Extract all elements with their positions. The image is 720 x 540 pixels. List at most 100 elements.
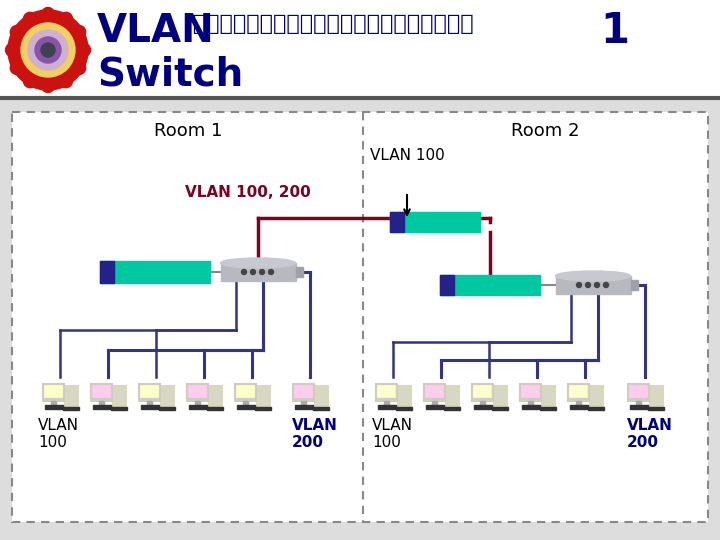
- Text: VLAN
100: VLAN 100: [38, 418, 79, 450]
- Bar: [630, 405, 648, 409]
- Bar: [471, 383, 493, 401]
- Bar: [649, 385, 663, 409]
- Bar: [588, 407, 604, 410]
- Bar: [636, 401, 641, 405]
- Bar: [576, 401, 581, 405]
- Bar: [432, 401, 437, 405]
- Bar: [93, 405, 111, 409]
- Bar: [589, 385, 603, 409]
- Ellipse shape: [220, 258, 295, 268]
- Bar: [195, 401, 200, 405]
- Bar: [295, 267, 302, 277]
- Text: VLAN
200: VLAN 200: [292, 418, 338, 450]
- Text: 1: 1: [600, 10, 629, 52]
- Bar: [425, 385, 443, 397]
- Bar: [397, 385, 411, 409]
- Bar: [541, 385, 555, 409]
- Bar: [256, 385, 270, 409]
- Bar: [0, 100, 720, 540]
- Bar: [521, 385, 539, 397]
- Text: Switch: Switch: [97, 55, 243, 93]
- Bar: [444, 407, 460, 410]
- Circle shape: [60, 75, 73, 87]
- Bar: [556, 276, 631, 294]
- Bar: [159, 407, 175, 410]
- Bar: [220, 263, 295, 281]
- Circle shape: [603, 282, 608, 287]
- Text: VLAN 100: VLAN 100: [369, 148, 444, 163]
- Circle shape: [241, 269, 246, 274]
- Circle shape: [73, 62, 86, 75]
- Text: VLAN
100: VLAN 100: [372, 418, 413, 450]
- Bar: [528, 401, 533, 405]
- Circle shape: [41, 43, 55, 57]
- Circle shape: [78, 44, 91, 57]
- Bar: [384, 401, 389, 405]
- Bar: [440, 275, 454, 295]
- Bar: [51, 401, 56, 405]
- Ellipse shape: [556, 271, 631, 281]
- Circle shape: [28, 30, 68, 70]
- Bar: [426, 405, 444, 409]
- Bar: [255, 407, 271, 410]
- Bar: [627, 383, 649, 401]
- Bar: [474, 405, 492, 409]
- Bar: [147, 401, 152, 405]
- Bar: [313, 407, 329, 410]
- Bar: [42, 383, 64, 401]
- FancyBboxPatch shape: [12, 112, 708, 522]
- Bar: [440, 275, 540, 295]
- Circle shape: [595, 282, 600, 287]
- Bar: [567, 383, 589, 401]
- Bar: [631, 280, 637, 290]
- Bar: [378, 405, 396, 409]
- Bar: [100, 261, 114, 283]
- Bar: [112, 385, 126, 409]
- Bar: [160, 385, 174, 409]
- Circle shape: [21, 23, 75, 77]
- Bar: [377, 385, 395, 397]
- Bar: [473, 385, 491, 397]
- Circle shape: [42, 79, 55, 92]
- Bar: [44, 385, 62, 397]
- Bar: [629, 385, 647, 397]
- Bar: [0, 0, 720, 100]
- Circle shape: [24, 75, 37, 87]
- Bar: [138, 383, 160, 401]
- Bar: [45, 405, 63, 409]
- Bar: [140, 385, 158, 397]
- Text: Room 1: Room 1: [154, 122, 222, 140]
- Bar: [314, 385, 328, 409]
- Circle shape: [8, 10, 88, 90]
- Bar: [480, 401, 485, 405]
- Circle shape: [269, 269, 274, 274]
- Bar: [648, 407, 664, 410]
- Bar: [207, 407, 223, 410]
- Bar: [64, 385, 78, 409]
- Bar: [375, 383, 397, 401]
- Bar: [569, 385, 587, 397]
- Bar: [445, 385, 459, 409]
- Bar: [540, 407, 556, 410]
- Bar: [301, 401, 306, 405]
- Bar: [292, 383, 314, 401]
- Circle shape: [73, 25, 86, 38]
- Bar: [99, 401, 104, 405]
- Text: VLAN: VLAN: [97, 12, 215, 50]
- Circle shape: [10, 62, 23, 75]
- Bar: [188, 385, 206, 397]
- Bar: [237, 405, 255, 409]
- Bar: [522, 405, 540, 409]
- Bar: [295, 405, 313, 409]
- Bar: [294, 385, 312, 397]
- Bar: [396, 407, 412, 410]
- Bar: [186, 383, 208, 401]
- Text: Room 2: Room 2: [510, 122, 580, 140]
- Bar: [493, 385, 507, 409]
- Circle shape: [577, 282, 582, 287]
- Circle shape: [24, 12, 37, 25]
- Bar: [519, 383, 541, 401]
- Bar: [234, 383, 256, 401]
- Bar: [243, 401, 248, 405]
- Bar: [92, 385, 110, 397]
